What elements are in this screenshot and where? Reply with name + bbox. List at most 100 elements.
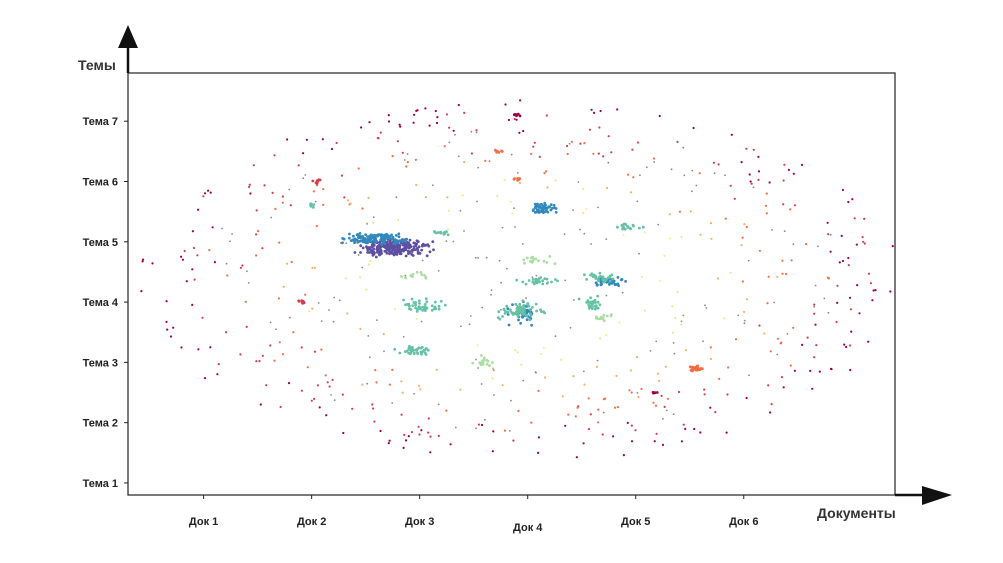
cluster-point <box>528 318 532 322</box>
background-point <box>217 363 220 366</box>
background-point <box>312 190 315 193</box>
noise-point <box>454 426 457 429</box>
background-point <box>201 316 204 319</box>
background-point <box>406 161 409 164</box>
background-point <box>678 210 682 213</box>
background-point <box>328 385 331 388</box>
cluster-point <box>542 204 545 208</box>
cluster-point <box>412 352 416 356</box>
background-point <box>281 195 284 198</box>
background-point <box>320 348 323 351</box>
cluster-point <box>525 318 529 322</box>
noise-point <box>469 315 472 317</box>
cluster-point <box>491 361 494 364</box>
cluster-point <box>359 244 363 248</box>
y-tick-label: Тема 4 <box>83 297 119 309</box>
background-point <box>428 124 431 127</box>
noise-point <box>505 267 508 270</box>
background-point <box>590 108 593 111</box>
background-point <box>191 230 194 233</box>
cluster-point <box>318 178 322 182</box>
noise-point <box>691 190 693 193</box>
background-point <box>716 277 720 280</box>
cluster-point <box>554 278 557 281</box>
cluster-point <box>602 278 606 281</box>
background-point <box>780 376 784 379</box>
cluster-point <box>536 204 540 208</box>
cluster-point <box>533 202 537 206</box>
cluster-point <box>388 252 391 256</box>
background-point <box>429 435 432 438</box>
cluster-point <box>407 246 411 250</box>
cluster-point <box>424 276 428 280</box>
background-point <box>265 384 268 387</box>
noise-point <box>437 270 440 272</box>
cluster-point <box>519 321 522 325</box>
background-point <box>344 277 347 280</box>
noise-point <box>476 200 478 203</box>
noise-point <box>638 252 640 255</box>
noise-point <box>682 314 685 317</box>
background-point <box>835 320 838 324</box>
background-point <box>727 366 730 369</box>
cluster-point <box>485 362 489 366</box>
background-point <box>520 363 523 366</box>
background-point <box>373 420 376 423</box>
background-point <box>789 364 792 367</box>
background-point <box>341 393 344 396</box>
cluster-point <box>430 308 434 312</box>
background-point <box>750 182 753 185</box>
background-point <box>566 152 569 156</box>
cluster-point <box>404 254 408 258</box>
background-point <box>615 374 618 377</box>
background-point <box>858 312 861 315</box>
background-point <box>640 275 643 279</box>
cluster-point <box>694 368 698 372</box>
cluster-point <box>530 323 533 327</box>
background-point <box>193 278 196 281</box>
noise-point <box>814 284 817 287</box>
background-point <box>703 393 706 396</box>
y-axis-arrow <box>118 25 138 48</box>
noise-point <box>231 233 234 235</box>
background-point <box>286 138 289 141</box>
noise-point <box>470 130 473 133</box>
plot-frame <box>127 72 896 496</box>
cluster-point <box>361 235 364 238</box>
cluster-point <box>541 279 544 283</box>
noise-point <box>813 305 816 308</box>
cluster-point <box>626 224 629 228</box>
background-point <box>849 308 853 311</box>
noise-point <box>500 308 502 311</box>
noise-point <box>554 335 557 338</box>
cluster-point <box>416 240 420 244</box>
background-point <box>379 429 382 433</box>
noise-point <box>488 160 491 163</box>
background-point <box>847 200 850 204</box>
cluster-point <box>586 299 590 302</box>
noise-point <box>568 142 571 145</box>
background-point <box>764 204 768 207</box>
background-point <box>814 323 817 326</box>
background-point <box>507 118 510 122</box>
background-point <box>740 161 743 164</box>
background-point <box>660 394 663 397</box>
noise-point <box>602 411 605 414</box>
background-point <box>769 350 772 353</box>
background-point <box>518 181 522 184</box>
cluster-point <box>427 244 431 248</box>
background-point <box>628 389 631 392</box>
cluster-point <box>692 367 695 371</box>
background-point <box>598 126 601 129</box>
background-point <box>836 284 839 287</box>
cluster-point <box>538 280 541 284</box>
cluster-point <box>311 179 315 183</box>
background-point <box>382 333 385 336</box>
background-point <box>414 158 417 161</box>
cluster-point <box>700 367 704 371</box>
cluster-point <box>386 234 390 238</box>
background-point <box>599 109 602 113</box>
cluster-point <box>385 251 389 255</box>
cluster-point <box>602 313 606 317</box>
background-point <box>290 260 293 264</box>
